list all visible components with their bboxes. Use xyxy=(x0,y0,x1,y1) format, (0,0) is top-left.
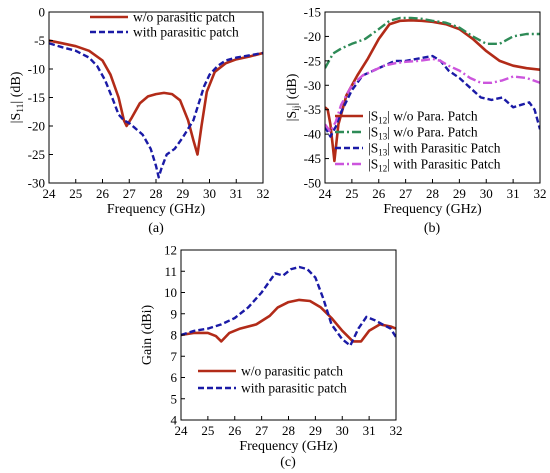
x-tick-label: 31 xyxy=(507,186,520,201)
y-tick-label: 0 xyxy=(39,5,46,20)
x-tick-label: 31 xyxy=(363,423,376,438)
x-tick-label: 24 xyxy=(43,186,57,201)
legend-label-1: with parasitic patch xyxy=(133,25,239,40)
y-tick-label: -15 xyxy=(304,5,321,20)
x-tick-label: 24 xyxy=(319,186,333,201)
panel-b: 24 25 26 27 28 29 30 31 32 -15 -20 -25 -30 -35 -40 -45 -… xyxy=(285,5,547,218)
y-tick-label: -20 xyxy=(304,29,321,44)
series-line-0 xyxy=(49,39,263,156)
x-tick-label: 26 xyxy=(228,423,242,438)
y-tick-label: 9 xyxy=(171,306,178,321)
y-tick-label: -40 xyxy=(304,127,321,142)
x-tick-label: 26 xyxy=(96,186,110,201)
y-tick-label: 4 xyxy=(171,413,178,428)
x-tick-label: 28 xyxy=(426,186,439,201)
y-tick-label: -30 xyxy=(304,78,321,93)
y-axis-label: Gain (dBi) xyxy=(140,305,155,366)
x-tick-label: 32 xyxy=(534,186,547,201)
y-tick-label: -25 xyxy=(28,147,45,162)
x-tick-label: 27 xyxy=(399,186,413,201)
x-tick-label: 32 xyxy=(390,423,403,438)
x-tick-label: 27 xyxy=(255,423,269,438)
panel-c: 24 25 26 27 28 29 30 31 32 12 11 10 9 8 7 6 5 4 Frequency … xyxy=(140,243,403,455)
series-line-0 xyxy=(325,18,540,163)
x-axis-label: Frequency (GHz) xyxy=(107,202,206,217)
y-tick-label: -10 xyxy=(28,62,45,77)
y-tick-label: -15 xyxy=(28,90,45,105)
legend-label-1: |S13| w/o Para. Patch xyxy=(368,125,478,142)
y-axis-label: |S11| (dB) xyxy=(9,71,26,123)
series-line-1 xyxy=(49,42,263,179)
x-tick-label: 31 xyxy=(230,186,243,201)
legend-label-0: w/o parasitic patch xyxy=(241,364,343,379)
series-line-2 xyxy=(325,54,540,138)
x-tick-label: 29 xyxy=(309,423,322,438)
y-tick-label: -50 xyxy=(304,176,321,191)
x-tick-label: 25 xyxy=(201,423,214,438)
caption-c: (c) xyxy=(280,455,296,470)
series-line-0 xyxy=(181,298,396,343)
x-tick-label: 27 xyxy=(123,186,137,201)
x-tick-label: 25 xyxy=(69,186,82,201)
y-axis-label: |Sij| (dB) xyxy=(285,73,302,121)
y-tick-label: -30 xyxy=(28,176,45,191)
series-line-3 xyxy=(325,57,540,133)
y-tick-label: 5 xyxy=(171,391,178,406)
x-tick-label: 28 xyxy=(150,186,163,201)
y-tick-label: 12 xyxy=(164,243,177,258)
panel-a: 24 25 26 27 28 29 30 31 32 0 -5 -10 -15 -20 -25 -30 Freq… xyxy=(9,5,270,218)
legend-label-0: |S12| w/o Para. Patch xyxy=(368,109,478,126)
x-tick-label: 29 xyxy=(176,186,189,201)
x-tick-label: 32 xyxy=(257,186,270,201)
legend-label-3: |S12| with Parasitic Patch xyxy=(368,157,501,174)
x-tick-label: 30 xyxy=(336,423,349,438)
y-tick-label: -35 xyxy=(304,102,321,117)
x-tick-label: 30 xyxy=(480,186,493,201)
caption-b: (b) xyxy=(424,221,441,236)
legend-label-2: |S13| with Parasitic Patch xyxy=(368,141,501,158)
x-tick-label: 30 xyxy=(203,186,216,201)
caption-a: (a) xyxy=(148,221,164,236)
legend-label-0: w/o parasitic patch xyxy=(133,10,235,25)
x-tick-label: 28 xyxy=(282,423,295,438)
series-line-1 xyxy=(325,16,540,69)
y-tick-label: -20 xyxy=(28,119,45,134)
y-tick-label: 11 xyxy=(164,264,177,279)
y-tick-label: 7 xyxy=(171,349,178,364)
y-tick-label: -45 xyxy=(304,151,321,166)
x-axis-label: Frequency (GHz) xyxy=(383,202,482,217)
x-axis-label: Frequency (GHz) xyxy=(239,439,338,454)
x-tick-label: 25 xyxy=(345,186,358,201)
y-tick-label: 8 xyxy=(171,328,178,343)
x-tick-label: 29 xyxy=(453,186,466,201)
y-tick-label: 6 xyxy=(171,370,178,385)
legend-label-1: with parasitic patch xyxy=(241,381,347,396)
y-tick-label: 10 xyxy=(164,285,177,300)
y-tick-label: -5 xyxy=(34,33,45,48)
x-tick-label: 26 xyxy=(372,186,386,201)
x-tick-label: 24 xyxy=(175,423,189,438)
y-tick-label: -25 xyxy=(304,53,321,68)
